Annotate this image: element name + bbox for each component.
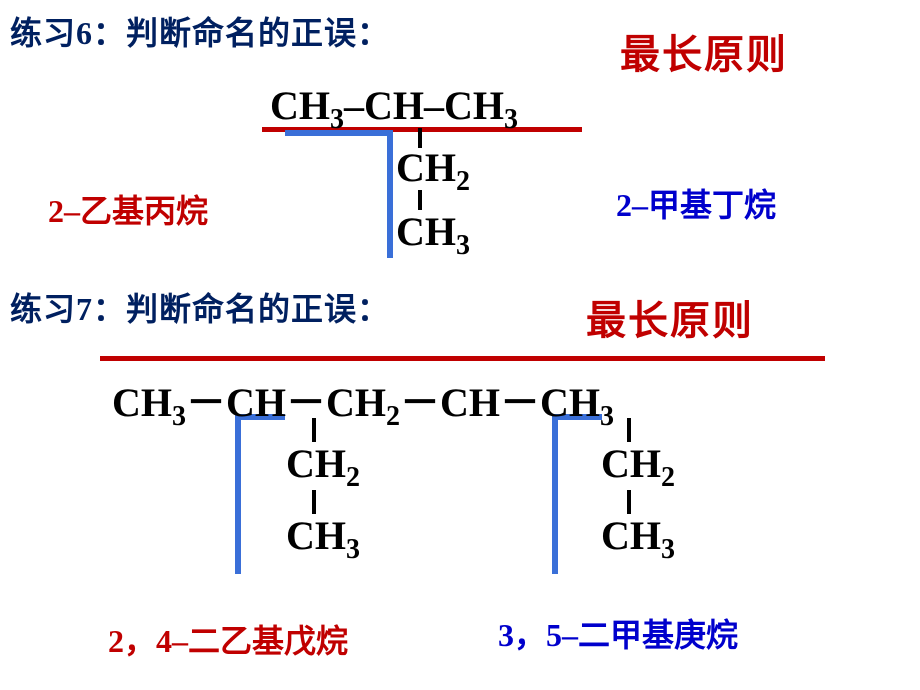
ex6-bond2 (418, 190, 422, 210)
ex6-row2: CH2 (396, 144, 470, 198)
exercise6-principle: 最长原则 (620, 22, 788, 80)
exercise6-title: 练习6：判断命名的正误： (4, 6, 396, 56)
ex7-branch2-row2: CH2 (601, 440, 675, 494)
ex7-branch1-row3: CH3 (286, 512, 360, 566)
ex7-red-line (100, 356, 825, 361)
ex6-blue-v (387, 130, 393, 258)
exercise7-title: 练习7：判断命名的正误： (4, 282, 396, 332)
ex6-wrong-answer: 2–乙基丙烷 (48, 186, 208, 232)
ex7-right-answer: 3，5–二甲基庚烷 (498, 610, 738, 656)
ex6-right-answer: 2–甲基丁烷 (616, 180, 776, 226)
ex7-b1-bond2 (312, 490, 316, 514)
ex7-blue-v1 (235, 414, 241, 574)
ex7-branch1-row2: CH2 (286, 440, 360, 494)
exercise7-principle: 最长原则 (586, 288, 754, 346)
ex7-row1: CH3－CH－CH2－CH－CH3 (112, 370, 614, 433)
ex6-row1: CH3–CH–CH3 (270, 82, 518, 136)
ex7-wrong-answer: 2，4–二乙基戊烷 (108, 616, 348, 662)
ex7-b2-bond1 (627, 418, 631, 442)
ex7-b2-bond2 (627, 490, 631, 514)
ex7-b1-bond1 (312, 418, 316, 442)
ex7-blue-v2 (552, 414, 558, 574)
ex7-branch2-row3: CH3 (601, 512, 675, 566)
ex6-row3: CH3 (396, 208, 470, 262)
slide: 练习6：判断命名的正误： 最长原则 CH3–CH–CH3 CH2 CH3 2–乙… (0, 0, 920, 690)
